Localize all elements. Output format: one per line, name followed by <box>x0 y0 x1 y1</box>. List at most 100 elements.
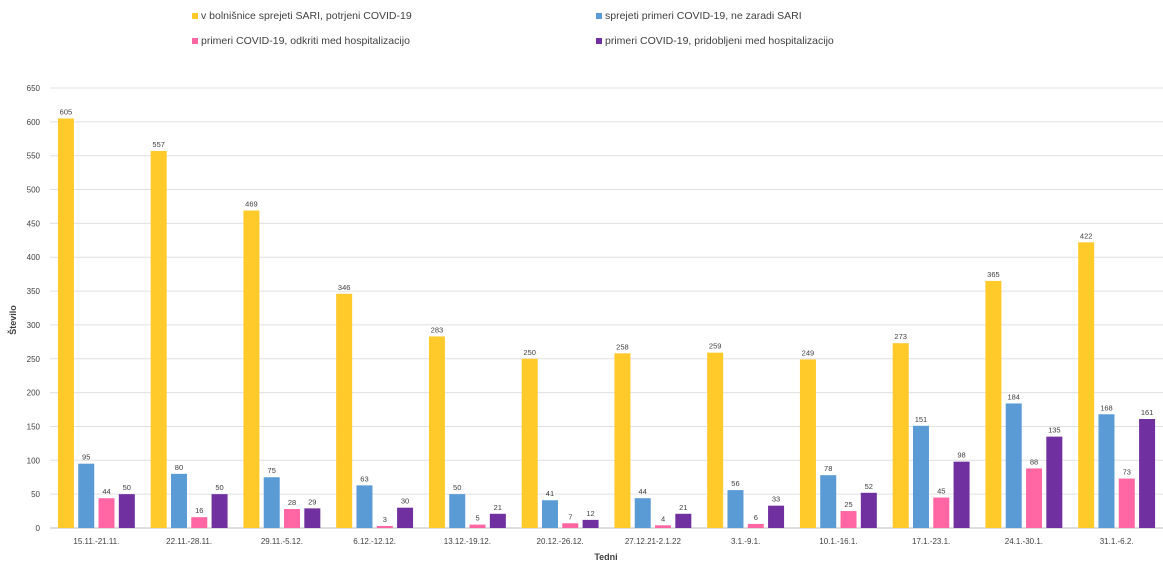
bar <box>707 352 724 528</box>
x-axis-ticks: 15.11.-21.11. 22.11.-28.11. 29.11.-5.12. 6.… <box>73 537 1133 546</box>
bar <box>397 507 414 528</box>
data-label: 45 <box>937 487 945 496</box>
legend-swatch-acquired <box>596 38 602 44</box>
data-label: 56 <box>731 479 739 488</box>
bar <box>820 475 837 528</box>
data-label: 16 <box>195 506 203 515</box>
legend-swatch-sari <box>192 13 198 19</box>
data-label: 283 <box>431 325 444 334</box>
data-label: 63 <box>360 474 368 483</box>
y-tick-label: 600 <box>27 118 41 127</box>
x-tick-label: 3.1.-9.1. <box>731 537 760 546</box>
legend-label-detected: primeri COVID-19, odkriti med hospitaliz… <box>201 35 410 47</box>
data-label: 135 <box>1048 426 1061 435</box>
bar <box>1005 403 1022 528</box>
legend-item-not-sari: sprejeti primeri COVID-19, ne zaradi SAR… <box>596 10 802 22</box>
x-tick-label: 24.1.-30.1. <box>1005 537 1043 546</box>
legend-item-acquired: primeri COVID-19, pridobljeni med hospit… <box>596 35 834 47</box>
x-tick-label: 22.11.-28.11. <box>166 537 212 546</box>
bar <box>541 500 558 528</box>
gridlines <box>50 87 1163 529</box>
legend-label-acquired: primeri COVID-19, pridobljeni med hospit… <box>605 35 834 47</box>
data-label: 365 <box>987 270 1000 279</box>
data-label: 557 <box>152 140 165 149</box>
bar <box>170 473 187 528</box>
data-label: 250 <box>523 348 536 357</box>
data-label: 469 <box>245 200 258 209</box>
y-tick-label: 400 <box>27 253 41 262</box>
y-tick-label: 650 <box>27 84 41 93</box>
bar <box>953 461 970 528</box>
data-label: 258 <box>616 342 629 351</box>
data-label: 3 <box>383 515 387 524</box>
data-label: 80 <box>175 463 183 472</box>
data-label: 50 <box>215 483 223 492</box>
x-tick-label: 6.12.-12.12. <box>353 537 396 546</box>
bar <box>1078 242 1095 529</box>
x-tick-label: 20.12.-26.12. <box>537 537 584 546</box>
data-label: 78 <box>824 464 832 473</box>
bar <box>562 523 579 528</box>
y-tick-label: 150 <box>27 422 41 431</box>
data-label: 249 <box>802 348 815 357</box>
bar <box>1026 468 1043 528</box>
bar <box>582 519 599 528</box>
bar <box>57 118 74 528</box>
data-label: 50 <box>123 483 131 492</box>
y-tick-label: 300 <box>27 321 41 330</box>
bar <box>1098 414 1115 528</box>
data-label: 41 <box>546 489 554 498</box>
bar <box>428 336 445 528</box>
data-label: 7 <box>568 512 572 521</box>
bar <box>933 497 950 528</box>
y-tick-label: 450 <box>27 219 41 228</box>
bars <box>57 118 1156 529</box>
data-label: 12 <box>586 509 594 518</box>
bar <box>521 358 538 528</box>
data-label: 4 <box>661 514 665 523</box>
bar <box>634 498 651 528</box>
data-label: 151 <box>915 415 928 424</box>
data-label: 25 <box>844 500 852 509</box>
bar <box>860 492 877 528</box>
data-label: 605 <box>60 107 73 116</box>
y-axis-ticks: 0 50 100 150 200 250 300 350 400 450 500 550 600 650 <box>27 84 41 533</box>
bar <box>840 511 857 528</box>
x-tick-label: 31.1.-6.2. <box>1100 537 1134 546</box>
bar <box>489 513 506 528</box>
bar <box>304 508 321 528</box>
bar <box>118 494 135 528</box>
data-label: 168 <box>1100 403 1113 412</box>
data-label: 273 <box>894 332 907 341</box>
data-label: 259 <box>709 342 722 351</box>
data-label: 6 <box>754 513 758 522</box>
data-label: 73 <box>1123 468 1131 477</box>
data-label: 52 <box>865 482 873 491</box>
y-tick-label: 500 <box>27 186 41 195</box>
bar <box>1139 419 1156 528</box>
data-label: 29 <box>308 497 316 506</box>
x-tick-label: 27.12.21-2.1.22 <box>625 537 682 546</box>
y-tick-label: 550 <box>27 152 41 161</box>
bar <box>892 343 909 528</box>
x-tick-label: 29.11.-5.12. <box>261 537 303 546</box>
bar <box>614 353 631 528</box>
bar <box>98 498 115 528</box>
bar <box>985 280 1002 528</box>
legend-label-sari: v bolnišnice sprejeti SARI, potrjeni COV… <box>201 10 412 22</box>
data-label: 44 <box>639 487 647 496</box>
bar <box>727 490 744 528</box>
y-axis-title: Število <box>7 305 18 335</box>
bar <box>449 494 466 528</box>
data-label: 33 <box>772 495 780 504</box>
data-label: 5 <box>475 514 479 523</box>
bar <box>799 359 816 528</box>
bar <box>1118 478 1135 528</box>
data-label: 44 <box>102 487 110 496</box>
data-label: 161 <box>1141 408 1154 417</box>
legend-item-sari: v bolnišnice sprejeti SARI, potrjeni COV… <box>192 10 412 22</box>
data-label: 346 <box>338 283 351 292</box>
x-tick-label: 10.1.-16.1. <box>819 537 857 546</box>
legend-label-not-sari: sprejeti primeri COVID-19, ne zaradi SAR… <box>605 10 802 22</box>
